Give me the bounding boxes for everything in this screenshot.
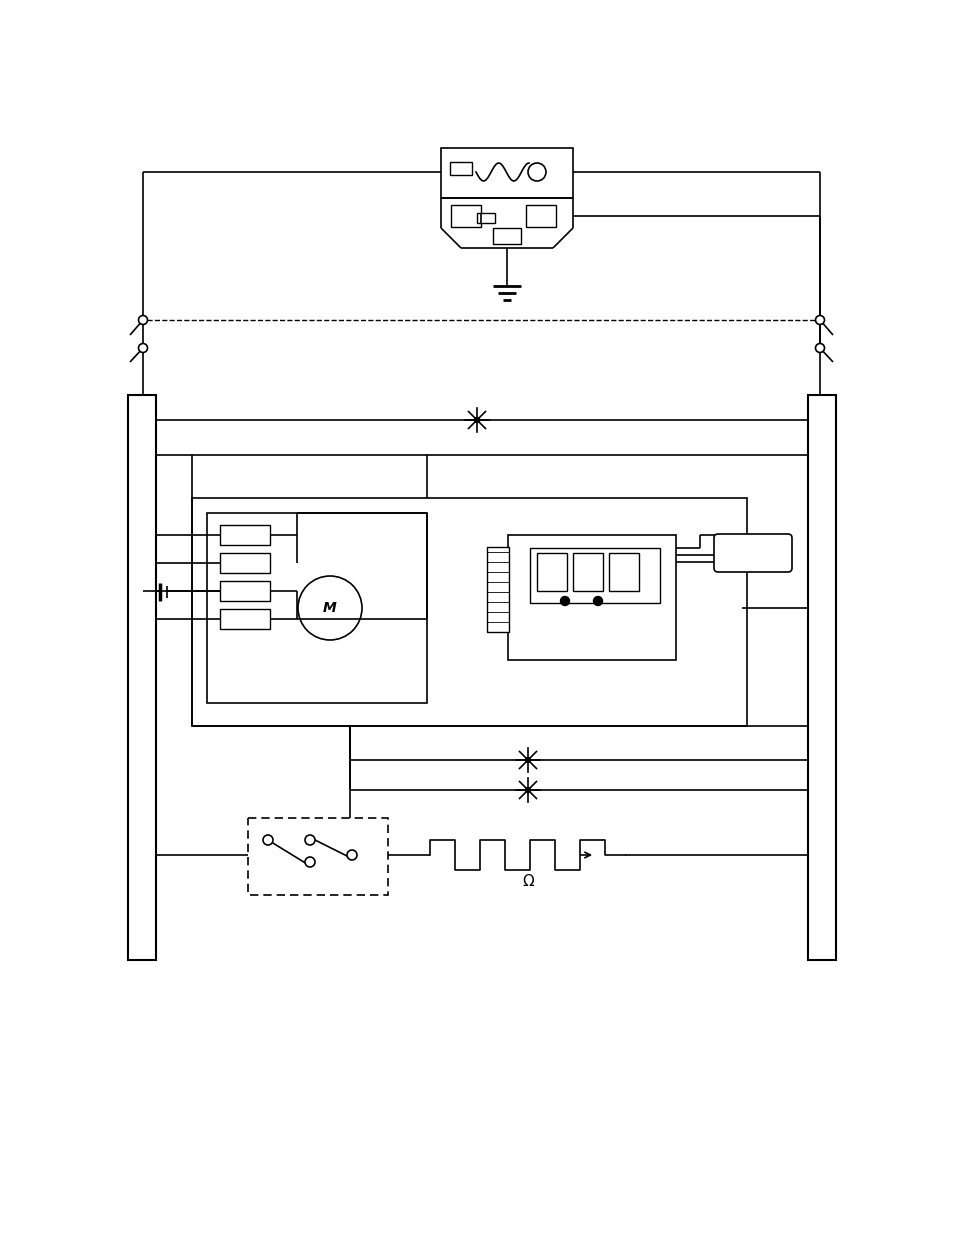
Text: M: M [323,601,336,615]
Circle shape [527,163,545,182]
Bar [530,548,659,603]
Bar [220,609,270,629]
Bar [807,395,835,960]
Bar [451,205,480,227]
Bar [220,525,270,545]
Bar [493,228,520,245]
Circle shape [815,343,823,352]
Bar [537,553,566,592]
Bar [128,395,156,960]
Circle shape [525,788,530,793]
Circle shape [138,343,148,352]
Circle shape [305,857,314,867]
Bar [207,513,427,703]
Circle shape [347,850,356,860]
Bar [573,553,602,592]
Bar [220,580,270,601]
Bar [486,547,509,632]
Bar [220,553,270,573]
Bar [608,553,639,592]
Text: Ω: Ω [521,874,534,889]
Circle shape [474,417,479,422]
Circle shape [593,597,602,605]
FancyBboxPatch shape [713,534,791,572]
Bar [525,205,556,227]
Circle shape [815,315,823,325]
Circle shape [525,757,530,762]
Bar [248,818,388,895]
Circle shape [305,835,314,845]
Circle shape [297,576,361,640]
Bar [450,162,472,175]
Circle shape [138,315,148,325]
Bar [476,212,495,224]
Bar [192,498,746,726]
Circle shape [263,835,273,845]
Bar [507,535,676,659]
Bar [440,148,573,198]
Circle shape [560,597,569,605]
